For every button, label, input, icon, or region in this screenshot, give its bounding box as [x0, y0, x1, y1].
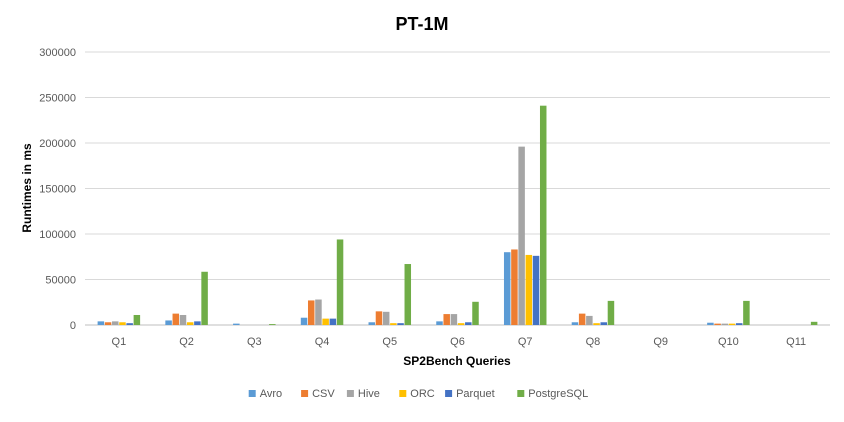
gridlines [85, 51, 830, 326]
bar-avro-q8 [571, 322, 579, 325]
y-tick-label: 0 [70, 320, 76, 332]
bar-parquet-q6 [465, 322, 472, 325]
bar-avro-q5 [368, 322, 376, 325]
bar-postgresql-q10 [743, 300, 750, 325]
bar-orc-q10 [728, 323, 736, 325]
bar-hive-q1 [112, 321, 119, 325]
y-tick-label: 250000 [39, 93, 76, 105]
legend-label: Parquet [456, 388, 495, 400]
x-tick-label: Q9 [653, 336, 668, 348]
bar-parquet-q2 [194, 321, 201, 325]
bar-avro-q2 [165, 320, 172, 325]
bar-orc-q7 [525, 254, 533, 325]
bar-avro-q3 [233, 323, 240, 325]
bar-orc-q5 [390, 323, 397, 325]
bar-orc-q4 [322, 318, 329, 325]
bar-avro-q6 [436, 321, 443, 325]
legend-label: Hive [358, 388, 380, 400]
bar-parquet-q7 [532, 255, 540, 325]
x-axis-label: SP2Bench Queries [403, 354, 511, 368]
bar-parquet-q1 [126, 323, 133, 325]
bar-postgresql-q6 [472, 301, 479, 325]
bar-postgresql-q4 [336, 239, 344, 325]
x-tick-label: Q1 [112, 336, 127, 348]
bar-hive-q10 [721, 323, 729, 325]
legend-label: ORC [410, 388, 435, 400]
legend-label: PostgreSQL [528, 388, 588, 400]
y-tick-label: 300000 [39, 47, 76, 59]
chart-title: PT-1M [395, 14, 448, 34]
y-tick-label: 150000 [39, 184, 76, 196]
bar-csv-q7 [511, 249, 518, 325]
bar-postgresql-q1 [133, 314, 141, 325]
bar-csv-q8 [578, 313, 586, 325]
bar-parquet-q4 [329, 318, 337, 325]
y-tick-label: 200000 [39, 138, 76, 150]
y-tick-label: 50000 [45, 275, 76, 287]
bar-csv-q4 [307, 300, 315, 325]
bar-orc-q2 [186, 322, 194, 325]
bar-hive-q6 [450, 314, 458, 325]
y-axis-ticks: 0 50000 100000 150000 200000 250000 300000 [39, 47, 76, 332]
bar-csv-q10 [714, 323, 721, 325]
x-tick-label: Q11 [786, 336, 806, 348]
bar-csv-q2 [172, 313, 180, 325]
bar-parquet-q10 [735, 323, 743, 325]
bar-avro-q10 [707, 322, 714, 325]
bar-hive-q7 [518, 146, 525, 325]
x-axis-ticks: Q1 Q2 Q3 Q4 Q5 Q6 Q7 Q8 Q9 Q10 Q11 [112, 336, 807, 348]
y-tick-label: 100000 [39, 229, 76, 241]
legend-swatch-parquet [445, 390, 453, 397]
bar-orc-q8 [593, 323, 600, 325]
x-tick-label: Q6 [450, 336, 465, 348]
legend-label: CSV [312, 388, 335, 400]
x-tick-label: Q7 [518, 336, 533, 348]
bar-csv-q5 [375, 311, 383, 325]
legend: Avro CSV Hive ORC Parquet PostgreSQL [248, 388, 588, 400]
bar-hive-q4 [315, 299, 322, 325]
x-tick-label: Q8 [586, 336, 601, 348]
bar-csv-q1 [104, 322, 112, 325]
bar-parquet-q8 [600, 322, 608, 325]
bars [97, 105, 818, 325]
bar-postgresql-q8 [607, 300, 615, 325]
legend-swatch-postgresql [517, 390, 525, 397]
bar-csv-q6 [443, 314, 450, 325]
legend-label: Avro [260, 388, 282, 400]
x-tick-label: Q3 [247, 336, 262, 348]
legend-swatch-csv [301, 390, 309, 397]
bar-avro-q1 [97, 321, 105, 325]
bar-postgresql-q7 [539, 105, 547, 325]
bar-parquet-q5 [397, 323, 404, 325]
bar-avro-q7 [503, 252, 511, 325]
bar-orc-q1 [119, 322, 126, 325]
bar-postgresql-q5 [404, 264, 412, 325]
x-tick-label: Q2 [179, 336, 194, 348]
bar-postgresql-q2 [201, 271, 208, 325]
y-axis-label: Runtimes in ms [20, 143, 34, 233]
legend-swatch-orc [399, 390, 407, 397]
x-tick-label: Q10 [718, 336, 739, 348]
x-tick-label: Q5 [382, 336, 397, 348]
x-tick-label: Q4 [315, 336, 330, 348]
bar-hive-q2 [179, 314, 187, 325]
bar-avro-q4 [300, 317, 308, 325]
bar-postgresql-q11 [810, 321, 818, 325]
bar-orc-q6 [457, 323, 465, 325]
bar-hive-q8 [586, 315, 593, 325]
bar-postgresql-q3 [269, 324, 276, 325]
legend-swatch-hive [346, 390, 354, 397]
bar-hive-q5 [382, 311, 390, 325]
legend-swatch-avro [248, 390, 256, 397]
